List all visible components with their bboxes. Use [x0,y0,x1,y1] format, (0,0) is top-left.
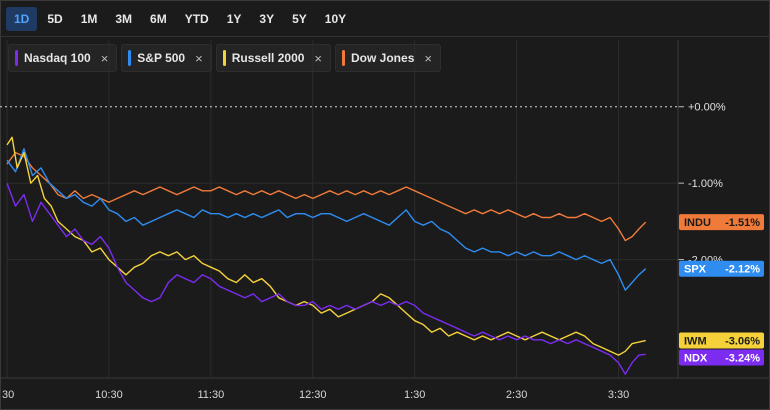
range-button-3m[interactable]: 3M [115,12,133,26]
price-tag-background [679,349,764,366]
series-line-iwm[interactable] [6,136,646,356]
price-tag-value: -3.24% [725,353,760,365]
price-tag-value: -3.06% [725,336,760,348]
price-tag-ticker: SPX [684,264,707,276]
price-tag-ndx: NDX -3.24% [679,349,764,366]
range-selector: 1D 5D 1M 3M 6M YTD 1Y 3Y 5Y 10Y [6,7,354,31]
price-tag-background [679,332,764,349]
price-tag-ticker: INDU [684,217,711,229]
price-tag-background [679,260,764,277]
legend-chip-dow-jones[interactable]: Dow Jones × [335,44,441,72]
legend-chip-s-p-500[interactable]: S&P 500 × [121,44,212,72]
legend-chip-russell-2000[interactable]: Russell 2000 × [215,44,332,72]
price-tag-ticker: NDX [684,353,708,365]
range-button-1d[interactable]: 1D [6,7,38,31]
series-line-indu[interactable] [6,151,647,242]
remove-series-icon[interactable]: × [100,50,109,66]
range-button-1m[interactable]: 1M [80,12,98,26]
legend-label: Russell 2000 [231,51,305,65]
legend-label: Dow Jones [351,51,415,65]
series-line-ndx[interactable] [6,182,646,375]
range-button-10y[interactable]: 10Y [324,12,347,26]
series-legend: Nasdaq 100 × S&P 500 × Russell 2000 × Dow Jone… [8,44,441,72]
price-tag-value: -1.51% [725,217,760,229]
x-tick-label: 11:30 [197,389,224,401]
range-button-3y[interactable]: 3Y [259,12,275,26]
x-tick-label: 10:30 [95,389,123,401]
x-tick-label: 3:30 [608,389,629,401]
range-button-5y[interactable]: 5Y [292,12,307,26]
x-tick-label: 30 [2,389,14,401]
legend-swatch [342,50,346,66]
legend-chip-nasdaq-100[interactable]: Nasdaq 100 × [8,44,118,72]
range-button-6m[interactable]: 6M [150,12,167,26]
price-tag-indu: INDU -1.51% [679,214,764,231]
range-button-5d[interactable]: 5D [47,12,63,26]
price-tag-iwm: IWM -3.06% [679,332,764,349]
range-button-ytd[interactable]: YTD [184,12,209,26]
range-button-1y[interactable]: 1Y [226,12,242,26]
legend-label: S&P 500 [137,51,186,65]
series-line-spx[interactable] [6,148,647,291]
price-tag-spx: SPX -2.12% [679,260,764,277]
x-tick-label: 1:30 [404,389,425,401]
remove-series-icon[interactable]: × [424,50,432,66]
legend-swatch [222,50,226,66]
price-tag-background [679,214,764,231]
legend-label: Nasdaq 100 [24,51,91,65]
legend-swatch [15,50,18,66]
x-tick-label: 12:30 [299,389,327,401]
toolbar-divider [0,36,770,37]
legend-swatch [128,50,132,66]
price-tag-ticker: IWM [684,336,707,348]
price-tag-value: -2.12% [725,264,760,276]
y-tick-label: -1.00% [688,178,723,190]
remove-series-icon[interactable]: × [314,50,323,66]
y-tick-label: +0.00% [688,102,726,114]
x-tick-label: 2:30 [506,389,527,401]
remove-series-icon[interactable]: × [195,50,203,66]
